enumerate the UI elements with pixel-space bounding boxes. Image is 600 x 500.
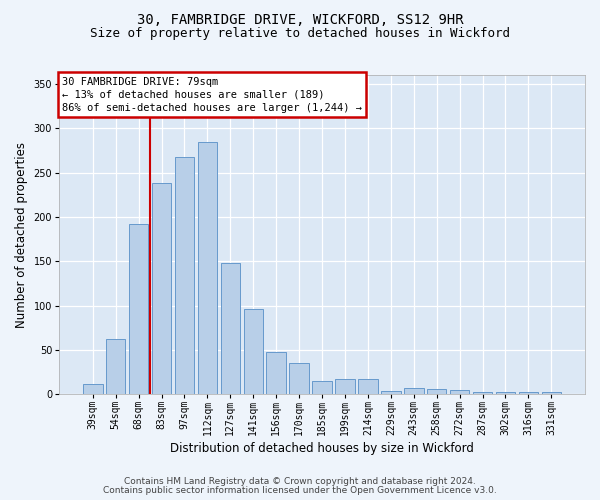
Text: Size of property relative to detached houses in Wickford: Size of property relative to detached ho… bbox=[90, 28, 510, 40]
Bar bbox=[450, 390, 469, 394]
Bar bbox=[473, 392, 493, 394]
Bar bbox=[266, 352, 286, 394]
Bar bbox=[175, 156, 194, 394]
Bar bbox=[83, 384, 103, 394]
Bar bbox=[289, 363, 309, 394]
Bar bbox=[427, 389, 446, 394]
Bar bbox=[106, 340, 125, 394]
Text: 30 FAMBRIDGE DRIVE: 79sqm
← 13% of detached houses are smaller (189)
86% of semi: 30 FAMBRIDGE DRIVE: 79sqm ← 13% of detac… bbox=[62, 76, 362, 113]
Bar bbox=[129, 224, 148, 394]
Bar bbox=[496, 392, 515, 394]
Bar bbox=[244, 309, 263, 394]
Bar bbox=[358, 379, 377, 394]
Bar bbox=[221, 263, 240, 394]
Bar bbox=[313, 381, 332, 394]
Bar bbox=[152, 183, 172, 394]
Text: 30, FAMBRIDGE DRIVE, WICKFORD, SS12 9HR: 30, FAMBRIDGE DRIVE, WICKFORD, SS12 9HR bbox=[137, 12, 463, 26]
Bar bbox=[518, 392, 538, 394]
X-axis label: Distribution of detached houses by size in Wickford: Distribution of detached houses by size … bbox=[170, 442, 474, 455]
Text: Contains HM Land Registry data © Crown copyright and database right 2024.: Contains HM Land Registry data © Crown c… bbox=[124, 477, 476, 486]
Bar bbox=[542, 392, 561, 394]
Bar bbox=[381, 390, 401, 394]
Bar bbox=[335, 379, 355, 394]
Text: Contains public sector information licensed under the Open Government Licence v3: Contains public sector information licen… bbox=[103, 486, 497, 495]
Bar bbox=[197, 142, 217, 394]
Bar bbox=[404, 388, 424, 394]
Y-axis label: Number of detached properties: Number of detached properties bbox=[15, 142, 28, 328]
